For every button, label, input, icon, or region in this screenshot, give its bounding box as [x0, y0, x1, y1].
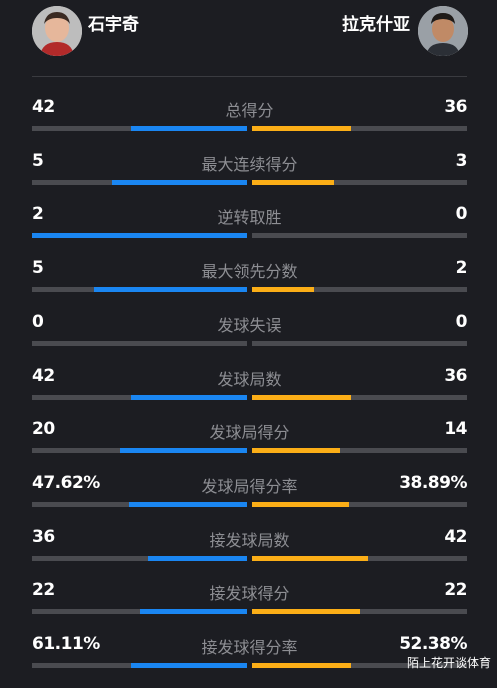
stat-left-bar-fill — [111, 179, 247, 185]
stat-left-bar-track — [32, 609, 247, 615]
stat-right-bar-fill — [252, 609, 360, 615]
stat-left-value: 20 — [32, 419, 55, 440]
stat-right-bar-track — [252, 233, 467, 239]
stat-right-value: 36 — [444, 97, 467, 117]
stat-right-value: 42 — [444, 526, 467, 547]
stat-right-bar-fill — [252, 394, 351, 400]
player-right-avatar-image — [418, 6, 468, 56]
stat-left-bar-track — [32, 287, 247, 293]
stat-right-value: 38.89% — [399, 472, 467, 493]
stat-left-bar-fill — [130, 126, 247, 131]
stat-right-value: 36 — [444, 365, 467, 386]
stat-row: 22 接发球得分 22 — [32, 580, 467, 634]
stat-left-value: 2 — [32, 204, 44, 225]
match-header: 石宇奇 拉克什亚 — [0, 0, 497, 78]
stat-left-bar-fill — [148, 555, 247, 561]
stat-row: 36 接发球局数 42 — [32, 527, 467, 581]
stat-right-value: 22 — [444, 580, 467, 601]
stat-row: 42 总得分 36 — [32, 97, 467, 151]
stat-label: 发球局得分率 — [201, 478, 298, 496]
header-divider — [32, 76, 467, 77]
watermark: 陌上花开谈体育 — [406, 656, 491, 670]
stat-left-bar-fill — [130, 663, 247, 668]
stat-label: 发球失误 — [217, 317, 282, 335]
player-left-name: 石宇奇 — [88, 15, 139, 34]
stat-right-value: 3 — [455, 150, 468, 171]
player-left-avatar-image — [32, 6, 82, 56]
stat-left-bar-fill — [139, 609, 247, 615]
stat-left-value: 42 — [32, 365, 55, 386]
player-right-avatar[interactable] — [418, 6, 468, 56]
stat-right-bar-track — [252, 126, 467, 131]
stat-row: 20 发球局得分 14 — [32, 419, 467, 473]
player-left-avatar[interactable] — [32, 6, 82, 56]
stat-left-bar-track — [32, 501, 247, 507]
stat-right-bar-track — [252, 555, 467, 561]
stat-left-bar-fill — [32, 233, 247, 239]
stat-right-bar-fill — [252, 555, 369, 561]
stat-right-bar-track — [252, 287, 467, 293]
stat-right-bar-fill — [252, 501, 349, 507]
stat-row: 0 发球失误 0 — [32, 311, 468, 366]
stat-label: 接发球局数 — [209, 532, 290, 550]
stat-right-bar-track — [252, 609, 467, 615]
stat-label: 接发球得分 — [209, 586, 290, 604]
stat-right-bar-fill — [252, 126, 351, 131]
stat-left-bar-fill — [130, 394, 247, 400]
stat-right-bar-track — [252, 448, 467, 454]
stat-label: 总得分 — [225, 103, 274, 120]
stat-right-bar-track — [252, 340, 467, 346]
stat-left-bar-track — [32, 448, 247, 454]
stat-label: 发球局得分 — [209, 425, 290, 443]
stat-left-value: 0 — [32, 311, 44, 332]
stat-left-value: 47.62% — [32, 472, 100, 493]
stat-row: 2 逆转取胜 0 — [32, 204, 468, 258]
stat-left-value: 5 — [32, 150, 44, 171]
stat-left-bar-track — [32, 179, 247, 185]
stat-right-bar-fill — [252, 448, 341, 454]
stat-left-bar-fill — [128, 501, 247, 507]
player-right-name: 拉克什亚 — [342, 15, 410, 34]
stat-row: 42 发球局数 36 — [32, 366, 467, 420]
stat-left-value: 36 — [32, 526, 55, 547]
stat-left-bar-track — [32, 233, 247, 239]
stat-right-bar-fill — [252, 663, 351, 668]
stat-left-bar-track — [32, 663, 247, 668]
stat-left-bar-track — [32, 126, 247, 131]
stat-left-value: 5 — [32, 258, 44, 279]
stat-left-value: 61.11% — [32, 634, 100, 654]
stat-right-value: 52.38% — [399, 634, 467, 654]
stat-left-bar-fill — [94, 287, 247, 293]
stat-row: 47.62% 发球局得分率 38.89% — [32, 473, 467, 527]
stat-left-bar-track — [32, 394, 247, 400]
stat-label: 最大连续得分 — [201, 156, 298, 174]
stat-label: 最大领先分数 — [201, 264, 298, 282]
stat-left-value: 42 — [32, 97, 55, 117]
stat-label: 发球局数 — [217, 371, 282, 389]
stat-right-value: 14 — [444, 419, 467, 440]
stat-label: 接发球得分率 — [201, 640, 298, 657]
stat-left-bar-track — [32, 555, 247, 561]
stat-right-bar-track — [252, 663, 467, 668]
stat-right-bar-track — [252, 501, 467, 507]
stat-left-bar-fill — [120, 448, 247, 454]
stat-right-value: 0 — [455, 204, 468, 225]
stat-left-bar-track — [32, 340, 247, 346]
stat-left-value: 22 — [32, 580, 55, 601]
stat-right-bar-track — [252, 394, 467, 400]
stat-row: 5 最大连续得分 3 — [32, 150, 468, 205]
stat-row: 61.11% 接发球得分率 52.38% — [32, 634, 467, 688]
stat-right-bar-track — [252, 179, 467, 185]
stat-right-bar-fill — [252, 179, 334, 185]
stat-right-value: 0 — [455, 311, 468, 332]
stat-right-bar-fill — [252, 287, 315, 293]
stat-label: 逆转取胜 — [217, 210, 282, 228]
stat-right-value: 2 — [455, 258, 468, 279]
stat-row: 5 最大领先分数 2 — [32, 258, 468, 312]
